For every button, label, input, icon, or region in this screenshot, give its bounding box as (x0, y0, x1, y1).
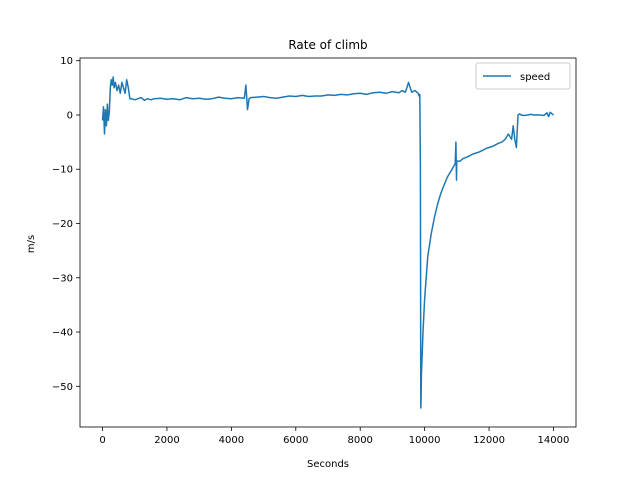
y-tick-label: 10 (60, 56, 73, 67)
x-tick-label: 0 (99, 435, 105, 446)
y-tick-label: −20 (52, 219, 73, 230)
legend-box (475, 62, 571, 90)
x-tick-label: 6000 (283, 435, 308, 446)
x-tick-label: 8000 (347, 435, 372, 446)
x-tick-label: 10000 (409, 435, 441, 446)
x-axis: 0 2000 4000 6000 8000 10000 12000 14000 (99, 427, 569, 446)
legend: speed (475, 62, 571, 90)
x-tick-label: 4000 (219, 435, 244, 446)
series-line-speed (101, 76, 554, 409)
y-axis: 10 0 −10 −20 −30 −40 −50 (52, 56, 80, 393)
plot-area (79, 57, 577, 428)
y-axis-label: m/s (26, 235, 37, 253)
y-tick-label: −30 (52, 273, 73, 284)
y-tick-label: −10 (52, 165, 73, 176)
x-tick-label: 14000 (538, 435, 570, 446)
x-axis-label: Seconds (307, 459, 349, 470)
y-tick-label: −50 (52, 382, 73, 393)
x-tick-label: 12000 (473, 435, 505, 446)
y-tick-label: 0 (67, 110, 73, 121)
chart-title: Rate of climb (288, 38, 367, 52)
y-tick-label: −40 (52, 328, 73, 339)
x-tick-label: 2000 (154, 435, 179, 446)
axes-frame (79, 57, 577, 428)
legend-label-speed: speed (520, 72, 550, 83)
